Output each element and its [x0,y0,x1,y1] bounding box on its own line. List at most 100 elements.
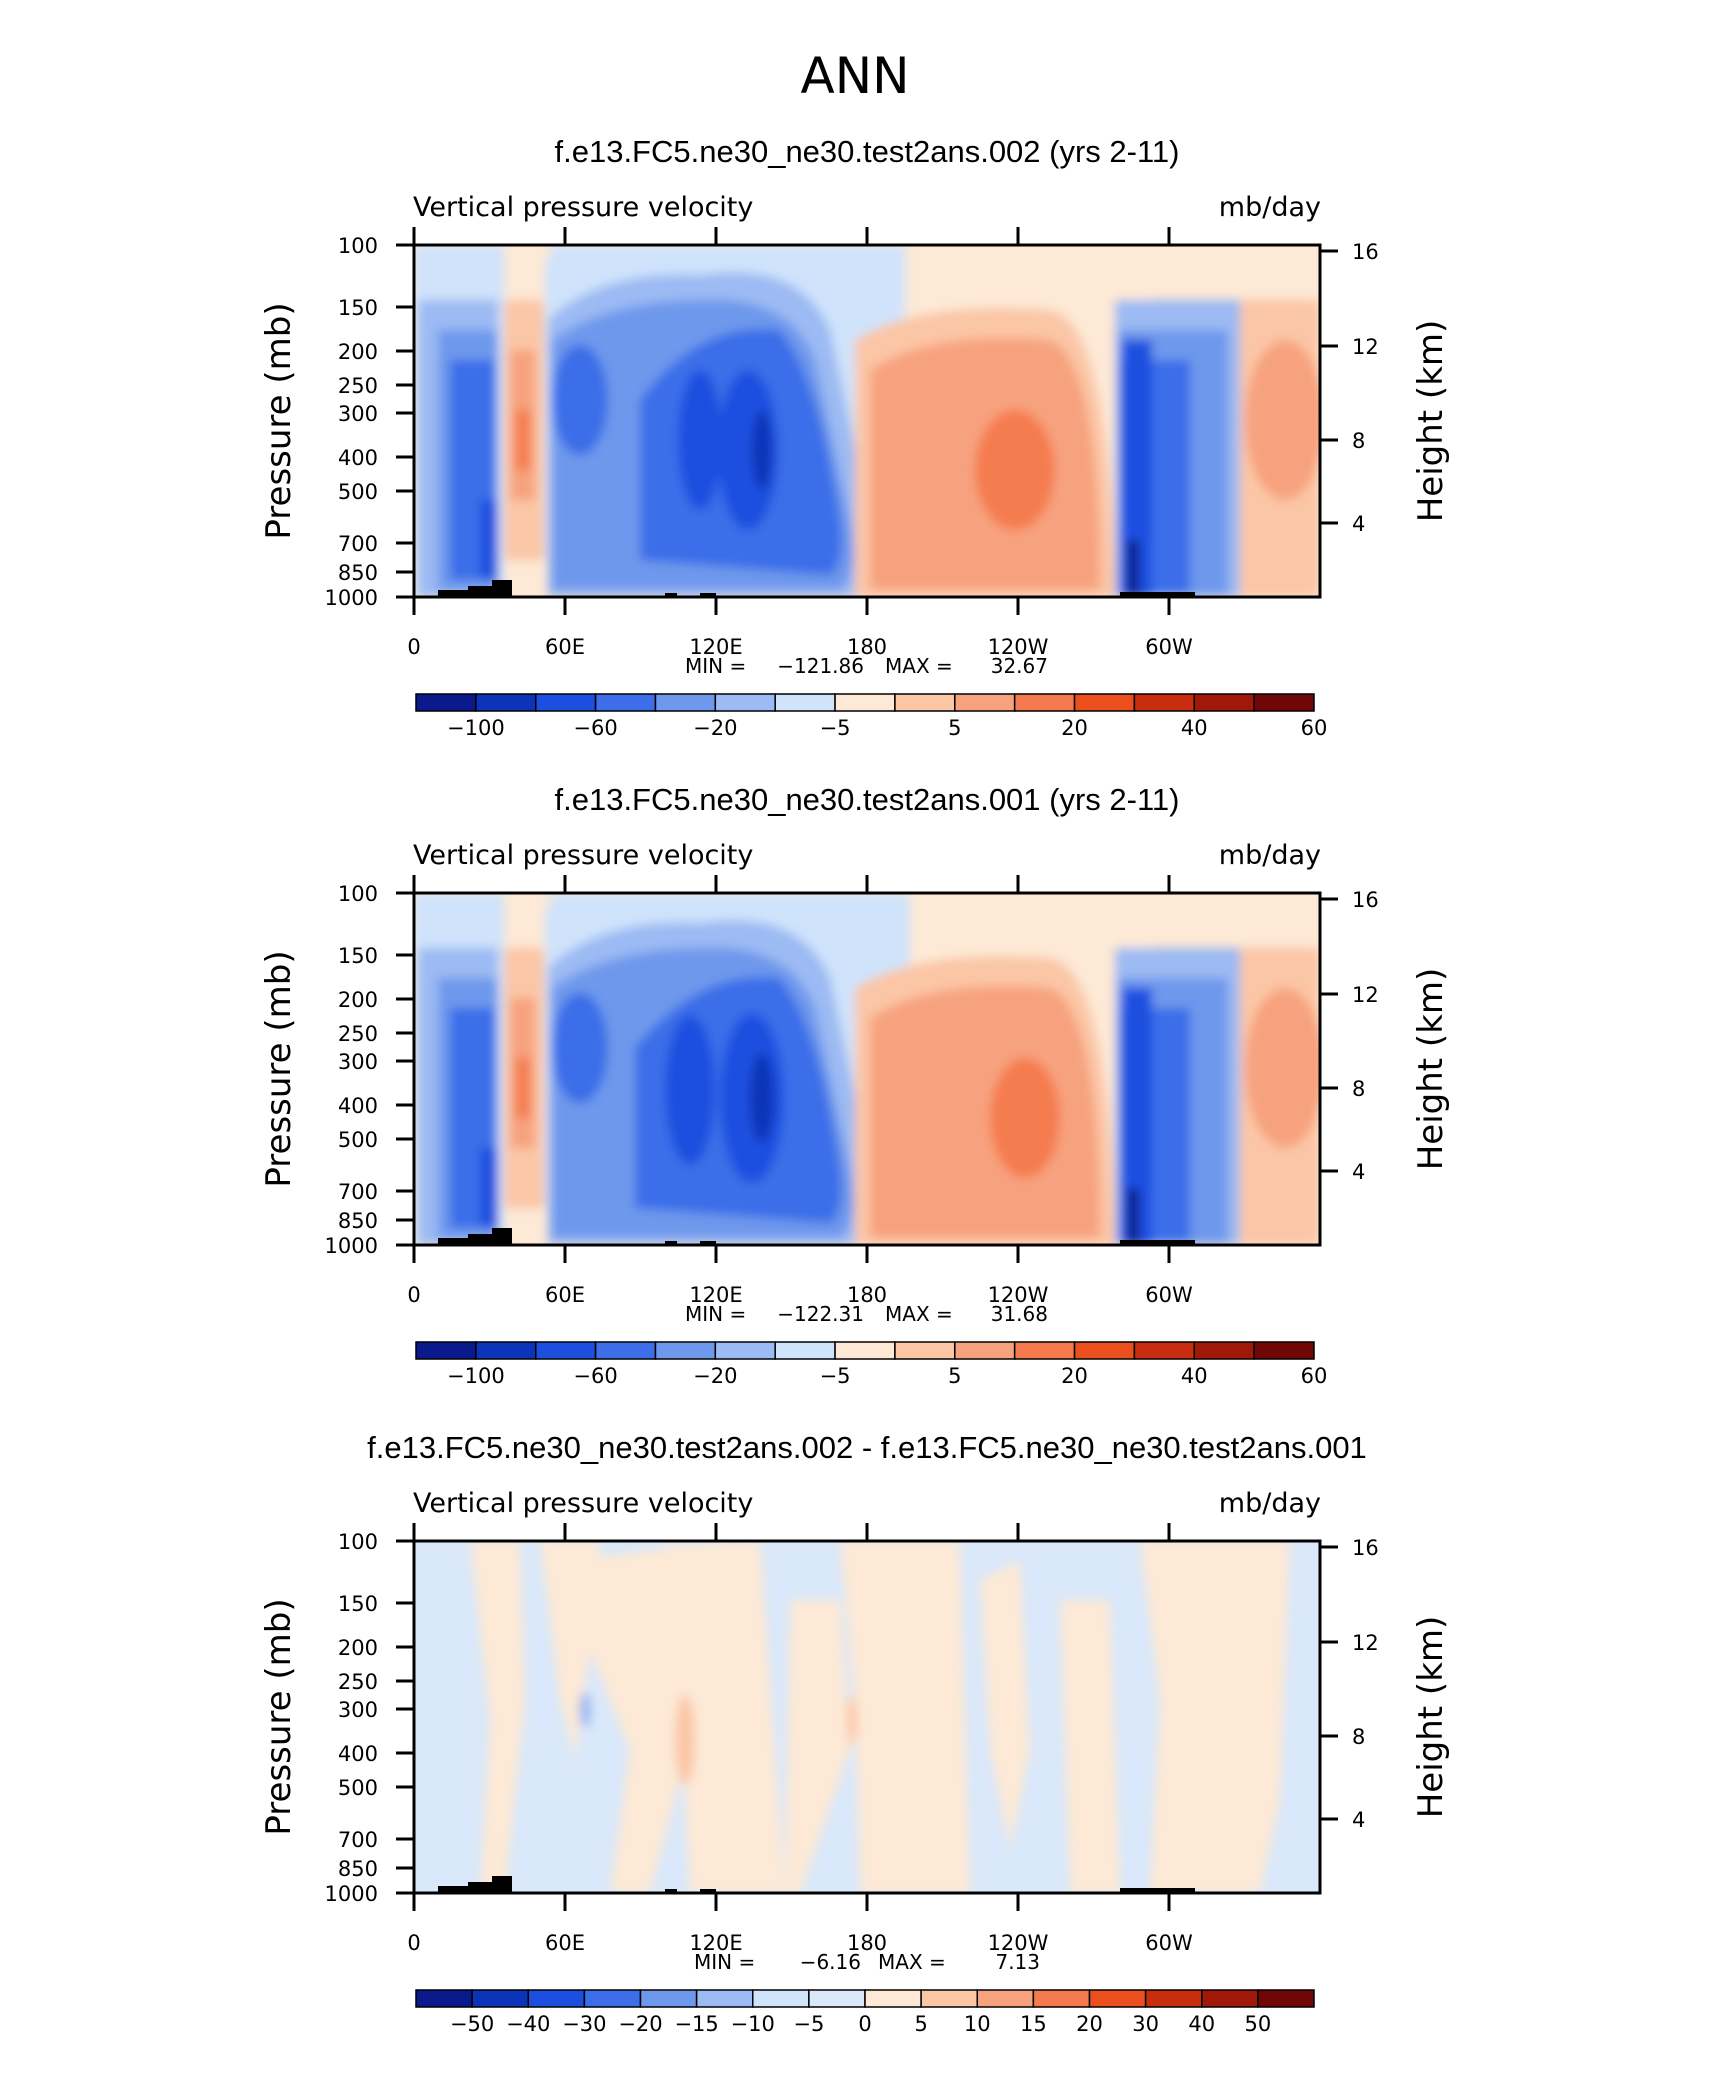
y-tick: 500 [338,1776,378,1800]
x-tick: 120E [689,635,742,659]
panel-1-topography [438,580,1195,597]
colorbar-swatch [1253,1341,1315,1360]
panel-1-x-ticklabels: 0 60E 120E 180 120W 60W [407,635,1193,659]
panel-3-ticks [396,1523,1338,1911]
panel-1-title: f.e13.FC5.ne30_ne30.test2ans.002 (yrs 2-… [555,134,1180,169]
colorbar-swatch [714,693,776,712]
min-value: −6.16 [800,1950,861,1974]
panel-3-y-axis-label: Pressure (mb) [259,1598,299,1835]
max-label: MAX = [885,654,953,678]
colorbar-swatch [976,1989,1035,2008]
panel-2-field [414,893,1320,1245]
y-tick: 400 [338,1742,378,1766]
panel-2-topography [438,1228,1195,1245]
colorbar-swatch [1013,693,1076,712]
colorbar-swatch [471,1989,529,2008]
colorbar-label: 5 [914,2012,927,2036]
colorbar-label: −20 [693,716,737,740]
y-tick: 150 [338,296,378,320]
x-tick: 0 [407,1283,420,1307]
height-tick: 8 [1352,429,1365,453]
panel-2: f.e13.FC5.ne30_ne30.test2ans.001 (yrs 2-… [259,782,1451,1388]
colorbar-label: −5 [820,716,851,740]
colorbar-label: −100 [447,716,505,740]
colorbar-swatch [1144,1989,1203,2008]
colorbar-label: 60 [1301,716,1328,740]
colorbar-swatch [1088,1989,1147,2008]
panel-2-colorbar: −100 −60 −20 −5 5 20 40 60 [415,1341,1327,1388]
colorbar-label: 30 [1132,2012,1159,2036]
y-tick: 100 [338,1530,378,1554]
colorbar-swatch [639,1989,698,2008]
y-tick: 500 [338,480,378,504]
y-tick: 250 [338,1670,378,1694]
colorbar-swatch [695,1989,754,2008]
y-tick: 850 [338,1857,378,1881]
height-tick: 4 [1352,1808,1365,1832]
panel-3-stats: MIN = −6.16 MAX = 7.13 [694,1950,1040,1974]
max-label: MAX = [878,1950,946,1974]
colorbar-swatch [714,1341,776,1360]
panel-2-ticks [396,875,1338,1263]
colorbar-label: 50 [1245,2012,1272,2036]
colorbar-swatch [1193,1341,1255,1360]
max-label: MAX = [885,1302,953,1326]
x-tick: 120W [988,1283,1049,1307]
height-tick: 4 [1352,1160,1365,1184]
colorbar-label: −5 [793,2012,824,2036]
panel-2-x-ticklabels: 0 60E 120E 180 120W 60W [407,1283,1193,1307]
colorbar-swatch [1133,693,1196,712]
colorbar-swatch [894,1341,956,1360]
y-tick: 400 [338,1094,378,1118]
colorbar-label: −100 [447,1364,505,1388]
colorbar-swatch [654,693,717,712]
panel-2-title: f.e13.FC5.ne30_ne30.test2ans.001 (yrs 2-… [555,782,1180,817]
y-tick: 850 [338,561,378,585]
colorbar-swatch [475,693,537,712]
colorbar-swatch [894,693,956,712]
panel-3-y-right-axis-label: Height (km) [1411,1616,1451,1819]
colorbar-label: 40 [1188,2012,1215,2036]
x-tick: 60W [1145,1283,1193,1307]
panel-3-variable-label: Vertical pressure velocity [413,1488,753,1519]
colorbar-label: 20 [1061,1364,1088,1388]
y-tick: 200 [338,1636,378,1660]
panel-1-y-right-axis-label: Height (km) [1411,320,1451,523]
y-tick: 850 [338,1209,378,1233]
colorbar-label: −10 [731,2012,775,2036]
panel-1-contours [414,245,1320,597]
height-tick: 16 [1352,240,1379,264]
panel-2-y-ticklabels: 100 150 200 250 300 400 500 700 850 1000 [325,882,378,1258]
y-tick: 700 [338,532,378,556]
x-tick: 60W [1145,635,1193,659]
colorbar-swatch [834,693,896,712]
colorbar-label: 40 [1181,1364,1208,1388]
colorbar-swatch [752,1989,810,2008]
panel-2-variable-label: Vertical pressure velocity [413,840,753,871]
y-tick: 300 [338,1050,378,1074]
y-tick: 200 [338,988,378,1012]
x-tick: 180 [847,1283,887,1307]
colorbar-label: 20 [1061,716,1088,740]
y-tick: 400 [338,446,378,470]
colorbar-swatch [594,1341,657,1360]
colorbar-label: 40 [1181,716,1208,740]
x-tick: 60E [545,1283,585,1307]
x-tick: 60W [1145,1931,1193,1955]
x-tick: 0 [407,1931,420,1955]
panel-1-stats: MIN = −121.86 MAX = 32.67 [685,654,1048,678]
colorbar-swatch [1201,1989,1259,2008]
height-tick: 8 [1352,1725,1365,1749]
panel-3-colorbar: −50 −40 −30 −20 −15 −10 −5 0 5 10 15 20 30 40 50 [415,1989,1315,2036]
height-tick: 12 [1352,335,1379,359]
colorbar-label: 0 [858,2012,871,2036]
y-tick: 250 [338,1022,378,1046]
panel-1-variable-label: Vertical pressure velocity [413,192,753,223]
panel-3-x-ticklabels: 0 60E 120E 180 120W 60W [407,1931,1193,1955]
colorbar-swatch [808,1989,866,2008]
max-value: 32.67 [991,654,1048,678]
min-label: MIN = [694,1950,755,1974]
colorbar-swatch [954,1341,1016,1360]
colorbar-swatch [920,1989,978,2008]
